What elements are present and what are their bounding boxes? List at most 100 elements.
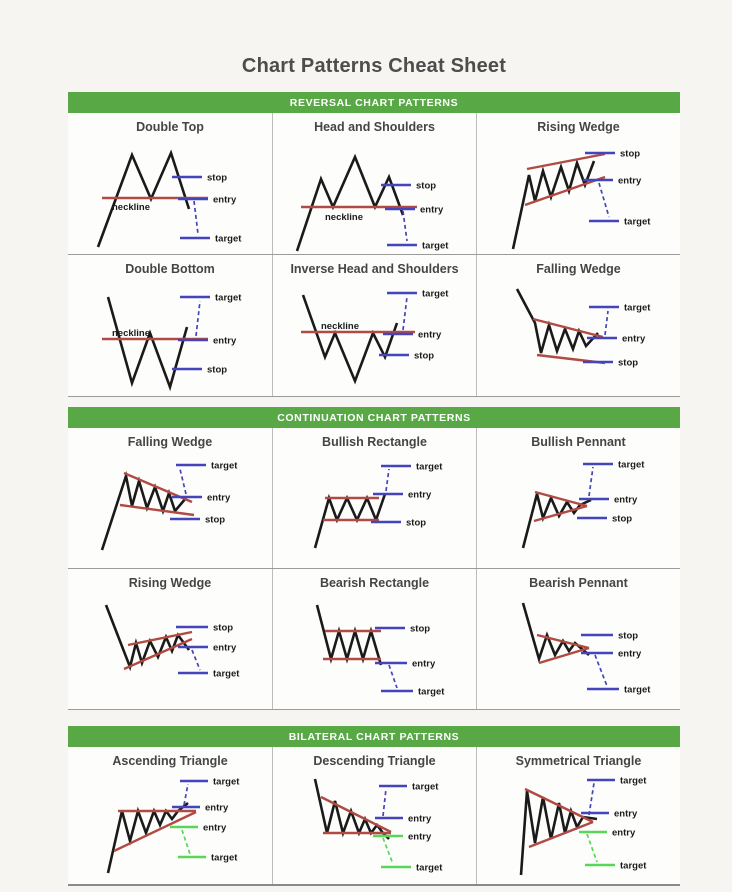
pattern-diagram-falling-wedge-reversal: target entry stop	[515, 288, 651, 369]
dashed-connector	[594, 654, 608, 687]
entry-label: entry	[612, 828, 636, 839]
target-label: target	[412, 782, 439, 793]
target-label: target	[624, 685, 651, 696]
target-label: target	[215, 234, 242, 245]
trend-line	[532, 317, 604, 339]
pattern-diagram-symmetrical-triangle: target entry entry target	[519, 776, 647, 876]
pattern-name: Rising Wedge	[128, 576, 212, 590]
target-label: target	[620, 861, 647, 872]
dashed-connector	[402, 210, 408, 242]
pattern-cell-double-top: Double Top stop entry target neckline	[68, 113, 272, 254]
pattern-name: Head and Shoulders	[314, 120, 435, 134]
dashed-connector	[604, 310, 609, 336]
target-label: target	[624, 217, 651, 228]
dashed-connector	[586, 833, 598, 863]
trend-line	[113, 810, 197, 853]
section-header-reversal: REVERSAL CHART PATTERNS	[68, 92, 680, 113]
pattern-row: Rising Wedge stop entry target Bearish Recta…	[68, 569, 680, 710]
neckline-label: neckline	[112, 328, 150, 339]
entry-label: entry	[614, 809, 638, 820]
pattern-name: Bearish Rectangle	[319, 576, 430, 590]
target-label: target	[422, 241, 449, 252]
dashed-connector	[388, 664, 398, 689]
pattern-row: Falling Wedge target entry stop Bullish Rect…	[68, 428, 680, 569]
dashed-connector	[179, 468, 187, 495]
stop-label: stop	[205, 515, 225, 526]
pattern-name: Rising Wedge	[537, 120, 620, 134]
stop-label: stop	[406, 518, 426, 529]
trend-line	[533, 504, 588, 523]
entry-label: entry	[408, 490, 432, 501]
pattern-cell-bearish-rectangle: Bearish Rectangle stop entry target	[272, 569, 476, 709]
pattern-name: Double Bottom	[125, 262, 215, 276]
page-title: Chart Patterns Cheat Sheet	[241, 55, 507, 77]
stop-label: stop	[612, 514, 632, 525]
trend-line	[528, 820, 594, 849]
trend-line	[127, 630, 193, 647]
target-label: target	[211, 461, 238, 472]
price-line	[511, 158, 596, 250]
pattern-name: Bullish Pennant	[531, 435, 626, 449]
price-line	[515, 288, 599, 356]
trend-line	[320, 795, 392, 834]
price-line	[106, 296, 189, 392]
entry-label: entry	[207, 493, 231, 504]
price-line	[100, 470, 187, 551]
section-header-bilateral: BILATERAL CHART PATTERNS	[68, 726, 680, 747]
entry-label: entry	[622, 334, 646, 345]
pattern-diagram-double-top: stop entry target neckline	[96, 149, 242, 248]
target-label: target	[422, 289, 449, 300]
pattern-diagram-bullish-pennant: target entry stop	[521, 460, 645, 549]
target-label: target	[215, 293, 242, 304]
pattern-diagram-head-and-shoulders: stop entry target neckline	[295, 153, 449, 252]
stop-label: stop	[207, 365, 227, 376]
dashed-connector	[193, 200, 199, 235]
dashed-connector	[588, 466, 594, 497]
target-label: target	[211, 853, 238, 864]
stop-label: stop	[618, 358, 638, 369]
stop-label: stop	[620, 149, 640, 160]
trend-line	[123, 637, 193, 671]
dashed-connector	[195, 300, 201, 337]
pattern-cell-head-and-shoulders: Head and Shoulders stop entry target necklin…	[272, 113, 476, 254]
pattern-diagram-double-bottom: target entry stop neckline	[102, 293, 242, 392]
dashed-connector	[191, 649, 201, 671]
trend-line	[524, 787, 594, 824]
pattern-cell-bullish-rectangle: Bullish Rectangle target entry stop	[272, 428, 476, 568]
stop-label: stop	[618, 631, 638, 642]
pattern-diagram-ascending-triangle: target entry entry target	[106, 777, 240, 874]
target-label: target	[416, 462, 443, 473]
stop-label: stop	[414, 351, 434, 362]
neckline-label: neckline	[321, 321, 359, 332]
pattern-cell-falling-wedge-continuation: Falling Wedge target entry stop	[68, 428, 272, 568]
pattern-cell-symmetrical-triangle: Symmetrical Triangle target entry entry targ…	[476, 747, 680, 884]
price-line	[315, 604, 383, 666]
pattern-diagram-rising-wedge-continuation: stop entry target	[104, 604, 240, 680]
trend-line	[119, 503, 195, 517]
pattern-cell-bullish-pennant: Bullish Pennant target entry stop	[476, 428, 680, 568]
dashed-connector	[385, 468, 390, 492]
pattern-cell-ascending-triangle: Ascending Triangle target entry entry target	[68, 747, 272, 884]
entry-label: entry	[408, 832, 432, 843]
section-header-continuation: CONTINUATION CHART PATTERNS	[68, 407, 680, 428]
pattern-diagram-bearish-rectangle: stop entry target	[315, 604, 445, 698]
price-line	[301, 294, 399, 385]
entry-label: entry	[408, 814, 432, 825]
target-label: target	[620, 776, 647, 787]
entry-label: entry	[412, 659, 436, 670]
price-line	[295, 153, 405, 252]
stop-label: stop	[416, 181, 436, 192]
dashed-connector	[402, 296, 408, 331]
pattern-name: Inverse Head and Shoulders	[290, 262, 459, 276]
pattern-row: Double Top stop entry target neckline Head an…	[68, 113, 680, 255]
dashed-connector	[588, 782, 595, 816]
entry-label: entry	[213, 643, 237, 654]
trend-line	[536, 633, 590, 650]
target-label: target	[418, 687, 445, 698]
target-label: target	[624, 303, 651, 314]
entry-label: entry	[205, 803, 229, 814]
pattern-diagram-bullish-rectangle: target entry stop	[313, 462, 443, 549]
trend-line	[534, 490, 588, 508]
target-label: target	[213, 669, 240, 680]
pattern-diagram-falling-wedge-continuation: target entry stop	[100, 461, 238, 551]
